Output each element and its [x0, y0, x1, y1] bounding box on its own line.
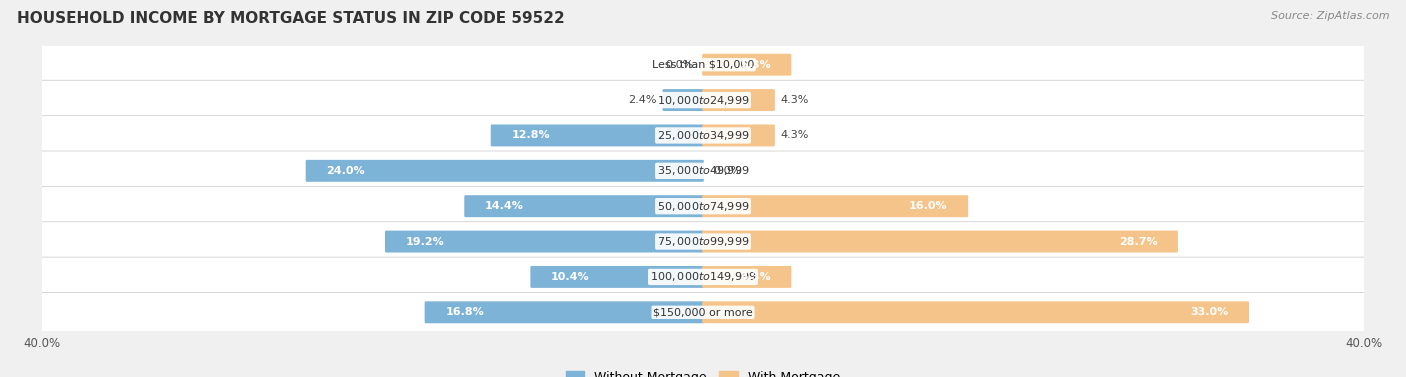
FancyBboxPatch shape [530, 266, 704, 288]
FancyBboxPatch shape [662, 89, 704, 111]
FancyBboxPatch shape [702, 301, 1249, 323]
Text: 12.8%: 12.8% [512, 130, 550, 141]
FancyBboxPatch shape [35, 186, 1371, 226]
Text: 10.4%: 10.4% [551, 272, 589, 282]
Text: 16.0%: 16.0% [908, 201, 948, 211]
FancyBboxPatch shape [702, 124, 775, 146]
FancyBboxPatch shape [702, 231, 1178, 253]
FancyBboxPatch shape [35, 45, 1371, 84]
Text: 28.7%: 28.7% [1119, 236, 1157, 247]
FancyBboxPatch shape [35, 293, 1371, 332]
FancyBboxPatch shape [35, 116, 1371, 155]
Text: $35,000 to $49,999: $35,000 to $49,999 [657, 164, 749, 177]
FancyBboxPatch shape [35, 151, 1371, 191]
FancyBboxPatch shape [702, 54, 792, 76]
Text: 24.0%: 24.0% [326, 166, 366, 176]
Text: 4.3%: 4.3% [780, 95, 808, 105]
FancyBboxPatch shape [35, 222, 1371, 261]
Text: 14.4%: 14.4% [485, 201, 524, 211]
FancyBboxPatch shape [35, 257, 1371, 297]
Text: Less than $10,000: Less than $10,000 [652, 60, 754, 70]
FancyBboxPatch shape [35, 80, 1371, 120]
Text: $75,000 to $99,999: $75,000 to $99,999 [657, 235, 749, 248]
Text: $25,000 to $34,999: $25,000 to $34,999 [657, 129, 749, 142]
FancyBboxPatch shape [702, 266, 792, 288]
Text: 5.3%: 5.3% [740, 60, 770, 70]
FancyBboxPatch shape [425, 301, 704, 323]
Text: $50,000 to $74,999: $50,000 to $74,999 [657, 200, 749, 213]
Text: 0.0%: 0.0% [713, 166, 741, 176]
Text: $10,000 to $24,999: $10,000 to $24,999 [657, 93, 749, 107]
FancyBboxPatch shape [305, 160, 704, 182]
Text: 33.0%: 33.0% [1189, 307, 1229, 317]
Text: 16.8%: 16.8% [446, 307, 484, 317]
FancyBboxPatch shape [702, 89, 775, 111]
FancyBboxPatch shape [385, 231, 704, 253]
Text: $150,000 or more: $150,000 or more [654, 307, 752, 317]
FancyBboxPatch shape [491, 124, 704, 146]
Text: $100,000 to $149,999: $100,000 to $149,999 [650, 270, 756, 284]
FancyBboxPatch shape [702, 195, 969, 217]
Text: 5.3%: 5.3% [740, 272, 770, 282]
Text: 4.3%: 4.3% [780, 130, 808, 141]
FancyBboxPatch shape [464, 195, 704, 217]
Text: HOUSEHOLD INCOME BY MORTGAGE STATUS IN ZIP CODE 59522: HOUSEHOLD INCOME BY MORTGAGE STATUS IN Z… [17, 11, 565, 26]
Legend: Without Mortgage, With Mortgage: Without Mortgage, With Mortgage [561, 366, 845, 377]
Text: Source: ZipAtlas.com: Source: ZipAtlas.com [1271, 11, 1389, 21]
Text: 0.0%: 0.0% [665, 60, 693, 70]
Text: 19.2%: 19.2% [405, 236, 444, 247]
Text: 2.4%: 2.4% [628, 95, 657, 105]
